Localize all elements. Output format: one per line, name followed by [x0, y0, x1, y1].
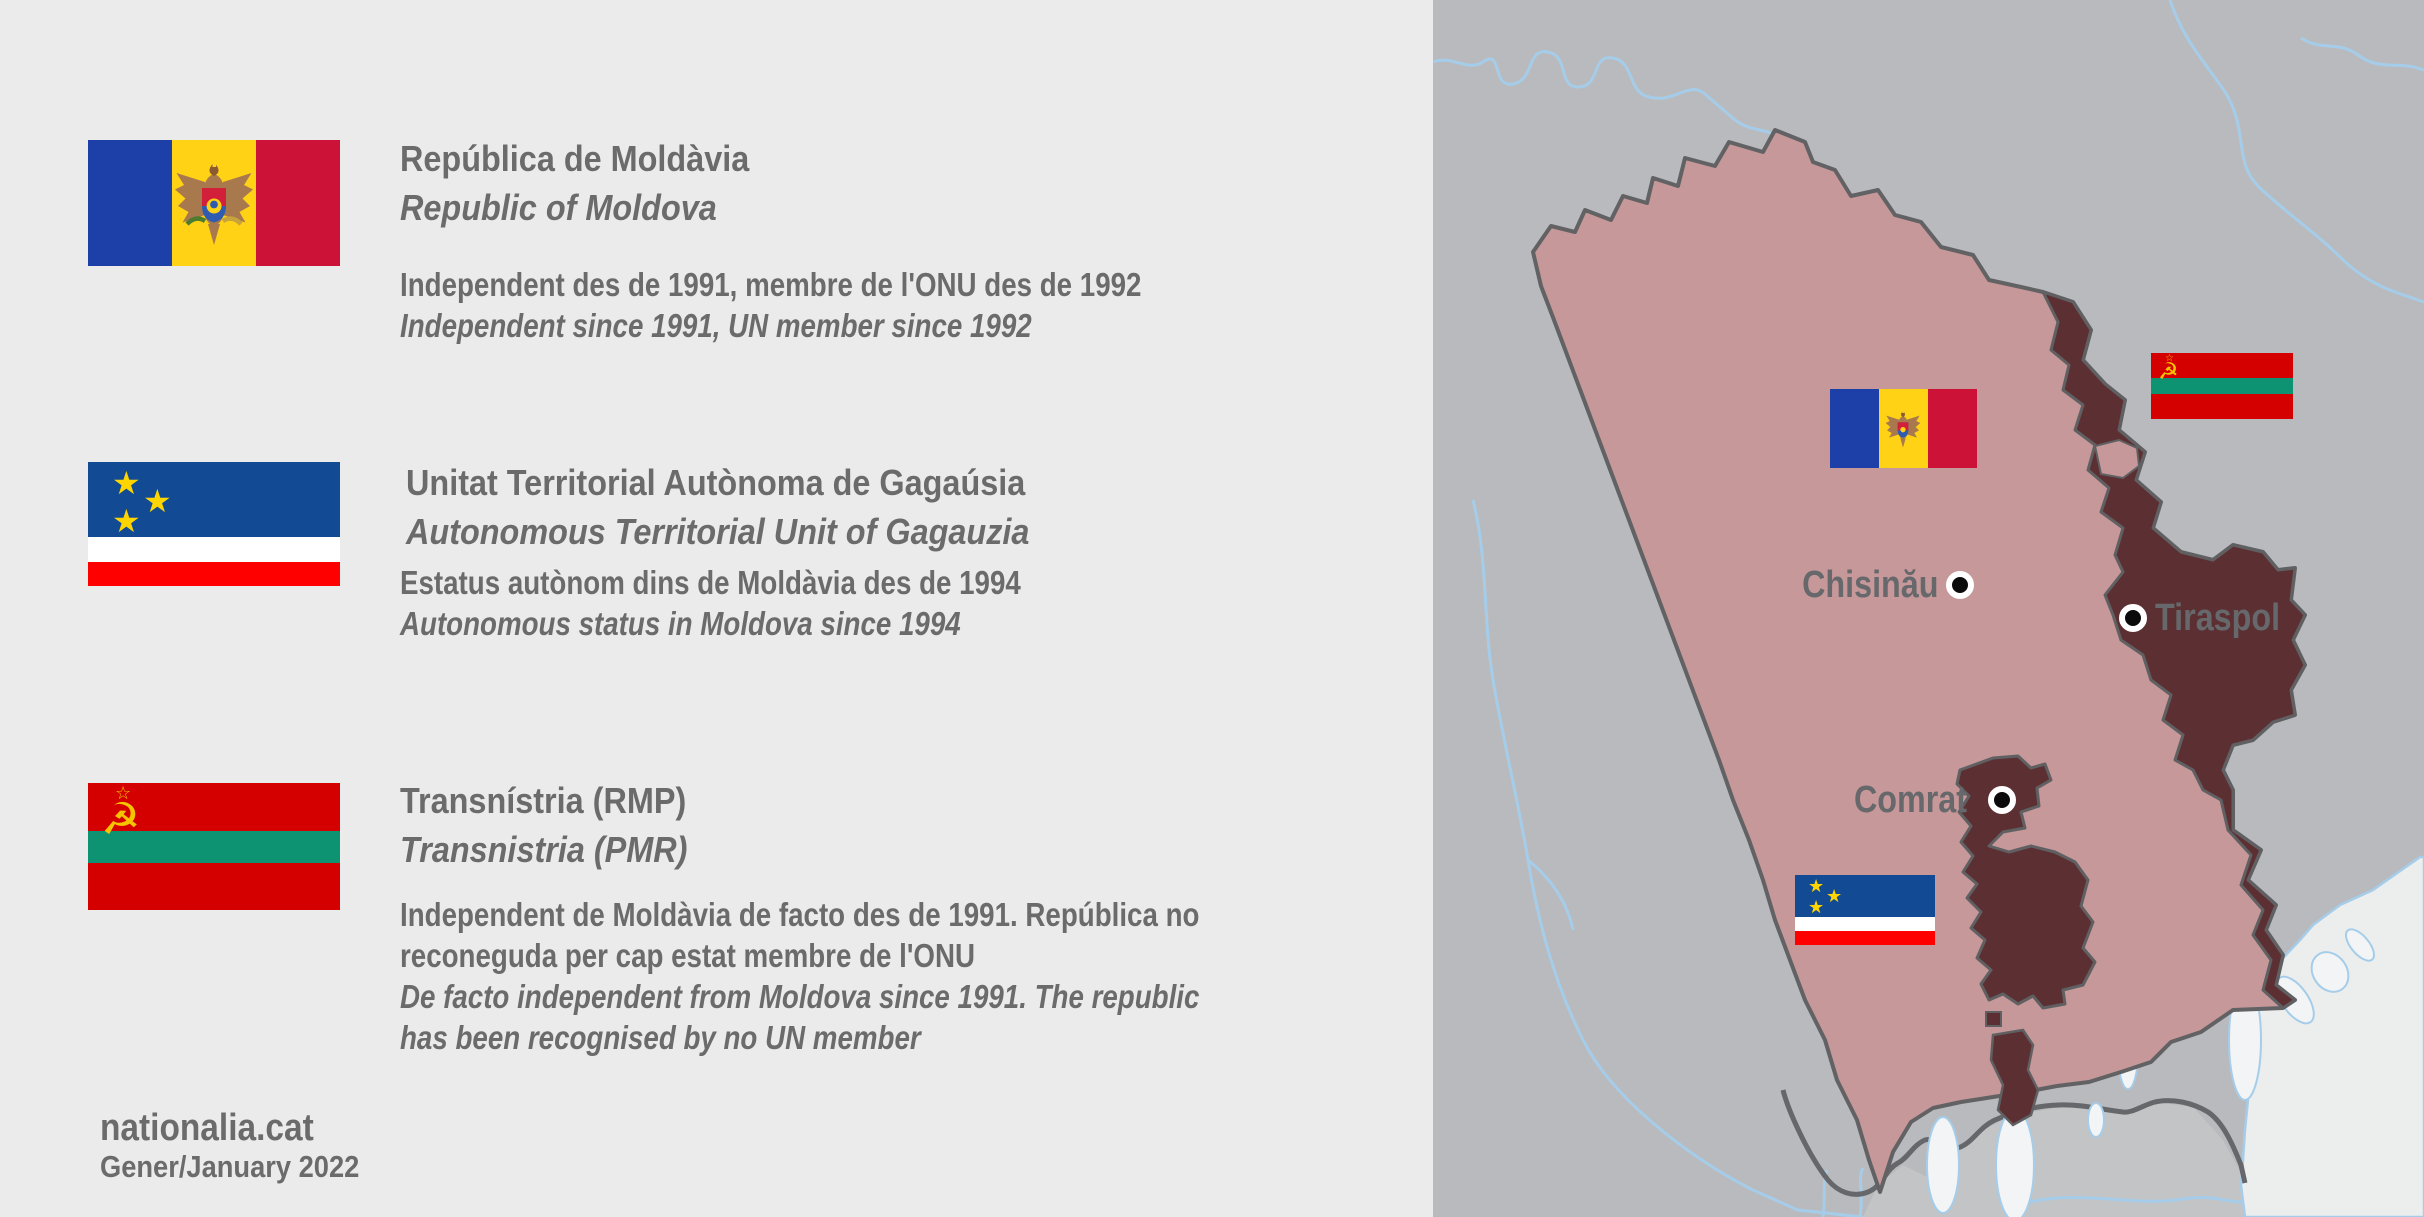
title-english: Republic of Moldova [400, 187, 717, 228]
moldova-flag-red-band [256, 140, 340, 266]
section-gagauzia-titles: Unitat Territorial Autònoma de Gagaúsia … [406, 458, 1029, 556]
title-catalan: República de Moldàvia [400, 138, 750, 179]
gagauzia-exclave [1985, 1011, 2002, 1027]
gagauzia-star-icon: ★ [1808, 876, 1825, 897]
section-transnistria-descriptions: Independent de Moldàvia de facto des de … [400, 894, 1199, 1058]
section-transnistria-titles: Transnístria (RMP) Transnistria (PMR) [400, 776, 687, 874]
transnistria-flag-map: ☆ ☭ [2151, 353, 2293, 419]
gagauzia-flag-blue-band [88, 462, 340, 537]
bender-pocket [2093, 438, 2141, 480]
moldova-flag-red-band [1928, 389, 1977, 468]
gagauzia-star-icon: ★ [143, 482, 172, 520]
transnistria-flag-red-top-band [88, 783, 340, 831]
desc-english: Independent since 1991, UN member since … [400, 307, 1032, 344]
gagauzia-flag: ★ ★ ★ [88, 462, 340, 586]
title-english: Autonomous Territorial Unit of Gagauzia [406, 511, 1030, 552]
desc-catalan: Independent des de 1991, membre de l'ONU… [400, 266, 1142, 303]
gagauzia-flag-white-band [1795, 917, 1935, 931]
section-gagauzia-descriptions: Estatus autònom dins de Moldàvia des de … [400, 562, 1021, 644]
transnistria-flag-red-bottom-band [2151, 394, 2293, 419]
star-outline-icon: ☆ [2165, 353, 2174, 364]
moldova-flag-blue-band [1830, 389, 1879, 468]
moldova-flag-blue-band [88, 140, 172, 266]
site-credit: nationalia.cat [100, 1107, 314, 1149]
date-credit: Gener/January 2022 [100, 1149, 360, 1184]
map-panel: Chisinău Tiraspol Comrat [1433, 0, 2424, 1217]
gagauzia-star-icon: ★ [112, 502, 141, 540]
gagauzia-flag-white-band [88, 537, 340, 562]
tiraspol-dot [2119, 604, 2147, 632]
gagauzia-star-icon: ★ [112, 464, 141, 502]
gagauzia-star-icon: ★ [1808, 897, 1825, 918]
tiraspol-label: Tiraspol [2155, 597, 2281, 639]
gagauzia-flag-blue-band [1795, 875, 1935, 917]
transnistria-flag-green-band [88, 831, 340, 863]
desc-english-line1: De facto independent from Moldova since … [400, 978, 1200, 1015]
desc-english-line2: has been recognised by no UN member [400, 1019, 921, 1056]
desc-english: Autonomous status in Moldova since 1994 [400, 605, 961, 642]
rivers [1433, 0, 2424, 1217]
country-border-line [1780, 1089, 2248, 1197]
danube-delta-area [1863, 1102, 2245, 1217]
gagauzia-exclave-south [1989, 1028, 2040, 1127]
desc-catalan-line1: Independent de Moldàvia de facto des de … [400, 896, 1200, 933]
moldova-map [1433, 0, 2424, 1217]
city-dots [1946, 571, 2147, 814]
title-catalan: Unitat Territorial Autònoma de Gagaúsia [406, 462, 1026, 503]
gagauzia-flag-red-band [88, 562, 340, 586]
comrat-dot [1988, 786, 2016, 814]
hammer-sickle-icon: ☭ [2158, 359, 2179, 385]
legend-panel: ★ ★ ★ ☆ ☭ República de Moldàvia Republic… [88, 134, 1200, 1184]
section-moldova-descriptions: Independent des de 1991, membre de l'ONU… [400, 264, 1141, 346]
desc-catalan-line2: reconeguda per cap estat membre de l'ONU [400, 937, 976, 974]
star-outline-icon: ☆ [115, 783, 132, 804]
transnistria-flag-green-band [2151, 378, 2293, 394]
title-english: Transnistria (PMR) [400, 829, 688, 870]
hammer-sickle-icon: ☭ [101, 794, 141, 845]
moldova-coat-of-arms-icon [1885, 408, 1921, 448]
gagauzia-star-icon: ★ [1826, 886, 1843, 907]
desc-catalan: Estatus autònom dins de Moldàvia des de … [400, 564, 1021, 601]
moldova-coat-of-arms-icon [175, 156, 253, 245]
section-moldova-titles: República de Moldàvia Republic of Moldov… [400, 134, 749, 232]
moldova-flag-map [1830, 389, 1977, 468]
chisinau-label: Chisinău [1801, 564, 1938, 606]
title-catalan: Transnístria (RMP) [400, 780, 687, 821]
transnistria-flag: ☆ ☭ [88, 783, 340, 910]
chisinau-dot [1946, 571, 1974, 599]
transnistria-flag-red-top-band [2151, 353, 2293, 378]
transnistria-flag-red-bottom-band [88, 863, 340, 910]
moldova-flag [88, 140, 340, 266]
gagauzia-flag-map: ★ ★ ★ [1795, 875, 1935, 945]
comrat-label: Comrat [1853, 779, 1967, 821]
gagauzia-flag-red-band [1795, 931, 1935, 945]
gagauzia-territory [1955, 754, 2097, 1010]
